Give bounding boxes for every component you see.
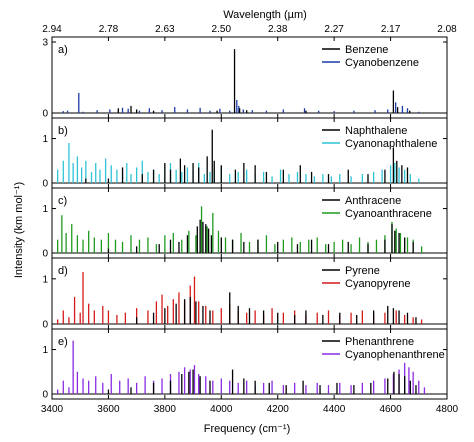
legend-label: Cyanobenzene [345,57,419,69]
top-tick-label: 2.94 [42,24,62,35]
bottom-frequency-axis: 3400 3600 3800 4000 4200 4400 4600 4800 [41,404,459,415]
legend-label: Naphthalene [345,125,407,137]
y-tick-label: 1 [42,274,48,285]
x-axis-title: Frequency (cm⁻¹) [204,423,291,435]
x-tick-label: 3800 [154,404,177,415]
y-tick-label: 3 [42,38,48,49]
series-naphthalene [85,129,409,183]
legend-label: Cyanonaphthalene [345,138,437,150]
x-tick-label: 4800 [436,404,459,415]
panel-label: e) [58,336,68,348]
panel-label: a) [58,44,68,56]
x-tick-label: 4000 [210,404,233,415]
y-tick-label: 0 [42,109,48,120]
y-tick-label: 0 [42,249,48,260]
top-wavelength-axis: 2.94 2.78 2.63 2.50 2.38 2.27 2.17 2.08 [42,24,457,35]
series-anthracene [107,219,414,253]
legend-label: Cyanophenanthrene [345,349,445,361]
x-tick-label: 3400 [41,404,64,415]
legend-label: Cyanoanthracene [345,208,432,220]
y-tick-label: 0 [42,179,48,190]
top-tick-label: 2.17 [381,24,401,35]
x-tick-label: 4600 [379,404,402,415]
x-tick-label: 3600 [97,404,120,415]
y-tick-label: 1 [42,204,48,215]
legend-label: Pyrene [345,265,380,277]
top-tick-label: 2.63 [155,24,175,35]
panel-label: b) [58,125,68,137]
y-tick-label: 1 [42,134,48,145]
panel-label: d) [58,265,68,277]
legend-label: Cyanopyrene [345,278,410,290]
y-tick-label: 1 [42,345,48,356]
top-tick-label: 2.38 [268,24,288,35]
top-tick-label: 2.50 [212,24,232,35]
top-tick-label: 2.08 [437,24,457,35]
top-axis-title: Wavelength (µm) [223,9,307,21]
legend-label: Anthracene [345,195,401,207]
legend-label: Benzene [345,44,388,56]
top-tick-label: 2.27 [324,24,344,35]
panel-frame [51,328,448,400]
legend-label: Phenanthrene [345,336,414,348]
y-axis-title: Intensity (km mol⁻¹) [13,182,25,278]
x-tick-label: 4200 [267,404,290,415]
series-benzene [117,49,411,113]
y-tick-label: 0 [42,390,48,401]
top-tick-label: 2.78 [99,24,119,35]
series-phenanthrene [107,369,417,394]
series-pyrene [135,292,417,324]
panel-label: c) [58,195,67,207]
x-tick-label: 4400 [323,404,346,415]
y-tick-label: 0 [42,320,48,331]
series-cyanobenzene [62,92,420,113]
